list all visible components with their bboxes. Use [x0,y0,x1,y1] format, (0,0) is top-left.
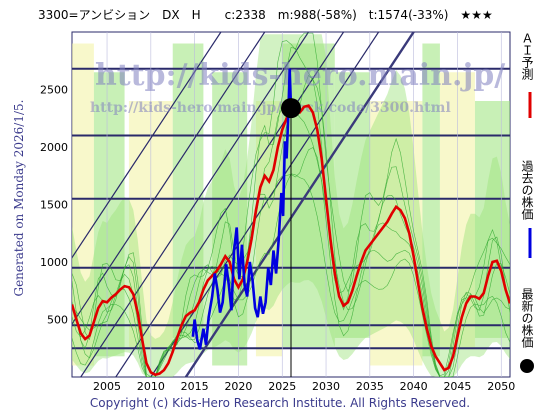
chart-title: 3300=アンビション DX H c:2338 m:988(-58%) t:15… [38,8,493,22]
legend-past-label: 過去の株価 [520,160,534,220]
latest-price-point [281,98,301,119]
x-tick-label-7: 2040 [400,380,428,393]
y-tick-label-4: 2500 [40,84,68,97]
y-tick-label-1: 1000 [40,256,68,269]
y-tick-label-3: 2000 [40,141,68,154]
trend-line-1 [72,32,266,326]
trend-line-2 [80,32,310,377]
copyright: Copyright (c) Kids-Hero Research Institu… [89,396,471,410]
x-tick-label-1: 2010 [137,380,165,393]
legend-latest-label: 最新の株価 [520,288,534,348]
watermark-url-small: http://kids-hero.main.jp/stock/code/3300… [90,100,451,116]
x-tick-label-0: 2005 [93,380,121,393]
trend-line-4 [150,32,380,377]
trend-line-3 [115,32,345,377]
green-curve-4 [72,47,510,377]
watermark-url-big: http://kids-hero.main.jp/ [95,58,505,93]
band-9 [422,43,440,357]
band-0 [72,43,94,366]
band-3 [172,43,204,338]
legend-latest-swatch [520,359,534,373]
x-tick-label-8: 2045 [443,380,471,393]
x-tick-label-9: 2050 [487,380,515,393]
trend-line-main [184,32,415,377]
legend-ai-label: ＡＩ予測 [520,32,534,80]
x-tick-label-3: 2020 [224,380,252,393]
trend-line-0 [72,32,222,259]
x-tick-label-2: 2015 [181,380,209,393]
x-tick-label-6: 2035 [356,380,384,393]
x-tick-label-5: 2030 [312,380,340,393]
x-tick-label-4: 2025 [268,380,296,393]
past-price-line [191,68,293,350]
y-tick-label-0: 500 [47,314,68,327]
y-tick-label-2: 1500 [40,199,68,212]
band-4 [212,72,248,366]
generated-date: Generated on Monday 2026/1/5. [12,99,26,297]
